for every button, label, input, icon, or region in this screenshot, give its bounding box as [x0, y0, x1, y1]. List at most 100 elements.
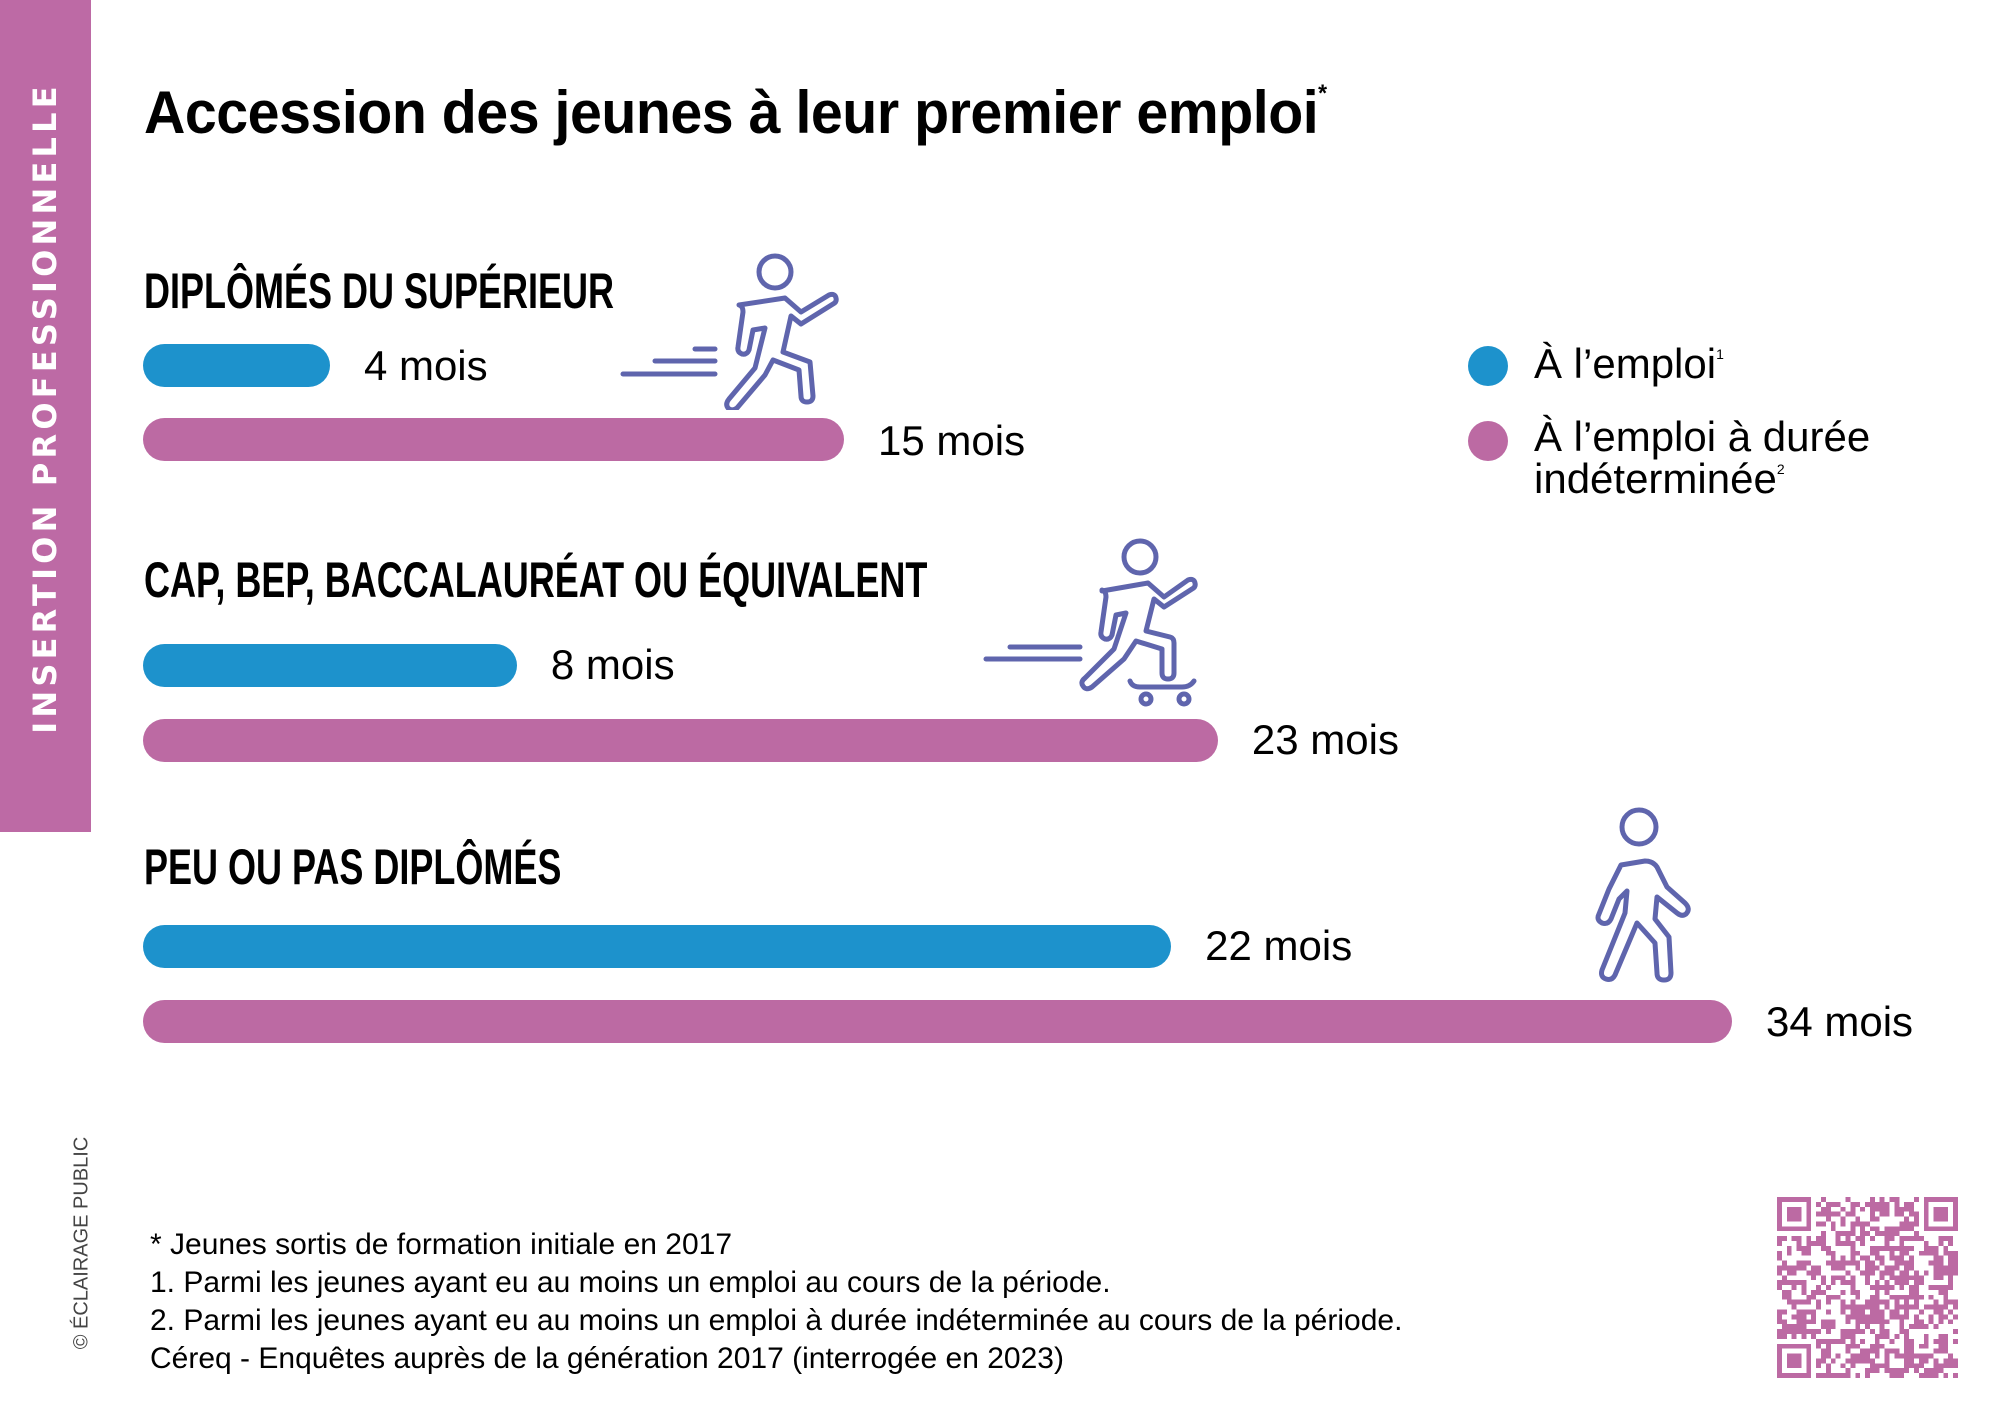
qr-module — [1777, 1280, 1782, 1286]
qr-module — [1904, 1314, 1910, 1320]
qr-module — [1855, 1250, 1861, 1256]
qr-module — [1865, 1275, 1870, 1281]
qr-module — [1777, 1314, 1782, 1320]
qr-module — [1869, 1216, 1875, 1222]
qr-module — [1840, 1329, 1846, 1334]
qr-module — [1865, 1280, 1870, 1286]
qr-module — [1777, 1329, 1782, 1334]
qr-module — [1879, 1201, 1885, 1207]
qr-module — [1821, 1280, 1826, 1286]
qr-module — [1869, 1304, 1875, 1310]
qr-module — [1879, 1275, 1885, 1281]
qr-module — [1879, 1255, 1885, 1261]
qr-module — [1884, 1333, 1890, 1339]
qr-module — [1884, 1358, 1890, 1364]
qr-module — [1874, 1338, 1880, 1344]
qr-module — [1806, 1260, 1812, 1266]
qr-module — [1889, 1285, 1895, 1290]
qr-module — [1865, 1221, 1870, 1227]
qr-module — [1865, 1324, 1870, 1330]
group-heading-superieur: DIPLÔMÉS DU SUPÉRIEUR — [144, 263, 615, 319]
qr-module — [1938, 1285, 1944, 1290]
qr-module — [1869, 1245, 1875, 1251]
qr-module — [1913, 1353, 1919, 1359]
qr-module — [1865, 1304, 1870, 1310]
qr-module — [1874, 1201, 1880, 1207]
qr-module — [1904, 1329, 1910, 1334]
qr-module — [1904, 1368, 1910, 1374]
qr-module — [1830, 1211, 1836, 1217]
qr-module — [1860, 1338, 1866, 1344]
qr-module — [1933, 1363, 1939, 1369]
qr-module — [1845, 1241, 1851, 1246]
qr-module — [1796, 1197, 1802, 1202]
bar-edi-cap-bep-bac — [143, 719, 1218, 762]
qr-module — [1948, 1236, 1954, 1242]
qr-module — [1938, 1236, 1944, 1242]
qr-module — [1825, 1309, 1831, 1315]
qr-module — [1938, 1314, 1944, 1320]
qr-module — [1830, 1201, 1836, 1207]
qr-module — [1840, 1260, 1846, 1266]
qr-module — [1791, 1206, 1797, 1212]
qr-module — [1948, 1226, 1954, 1232]
qr-module — [1904, 1304, 1910, 1310]
qr-module — [1850, 1206, 1856, 1212]
qr-module — [1879, 1329, 1885, 1334]
qr-module — [1899, 1294, 1905, 1300]
qr-module — [1777, 1206, 1782, 1212]
qr-module — [1938, 1348, 1944, 1354]
qr-module — [1879, 1260, 1885, 1266]
qr-module — [1874, 1280, 1880, 1286]
qr-module — [1943, 1265, 1949, 1271]
qr-module — [1869, 1270, 1875, 1276]
qr-module — [1816, 1236, 1822, 1242]
qr-module — [1879, 1270, 1885, 1276]
qr-module — [1781, 1280, 1787, 1286]
qr-module — [1840, 1275, 1846, 1281]
qr-code-image[interactable] — [1777, 1197, 1958, 1378]
qr-module — [1825, 1201, 1831, 1207]
qr-module — [1786, 1280, 1792, 1286]
qr-module — [1786, 1206, 1792, 1212]
qr-module — [1840, 1373, 1846, 1378]
qr-module — [1811, 1319, 1817, 1325]
qr-module — [1899, 1324, 1905, 1330]
qr-module — [1791, 1265, 1797, 1271]
qr-module — [1918, 1275, 1924, 1281]
qr-module — [1840, 1299, 1846, 1305]
qr-module — [1860, 1329, 1866, 1334]
qr-module — [1953, 1373, 1958, 1378]
qr-module — [1860, 1231, 1866, 1237]
qr-module — [1806, 1319, 1812, 1325]
qr-module — [1777, 1270, 1782, 1276]
qr-module — [1869, 1201, 1875, 1207]
qr-module — [1909, 1289, 1914, 1295]
qr-module — [1918, 1236, 1924, 1242]
qr-module — [1899, 1285, 1905, 1290]
qr-module — [1923, 1250, 1929, 1256]
qr-module — [1933, 1265, 1939, 1271]
qr-module — [1943, 1250, 1949, 1256]
qr-module — [1904, 1299, 1910, 1305]
qr-module — [1933, 1309, 1939, 1315]
qr-module — [1801, 1250, 1807, 1256]
qr-module — [1850, 1201, 1856, 1207]
qr-module — [1796, 1226, 1802, 1232]
qr-module — [1786, 1363, 1792, 1369]
qr-module — [1796, 1353, 1802, 1359]
qr-module — [1835, 1211, 1841, 1217]
qr-module — [1801, 1265, 1807, 1271]
qr-module — [1953, 1299, 1958, 1305]
qr-module — [1840, 1280, 1846, 1286]
qr-module — [1889, 1245, 1895, 1251]
qr-module — [1884, 1368, 1890, 1374]
qr-module — [1933, 1275, 1939, 1281]
qr-module — [1884, 1236, 1890, 1242]
qr-module — [1796, 1211, 1802, 1217]
qr-module — [1879, 1231, 1885, 1237]
value-label: 22 mois — [1205, 922, 1353, 969]
qr-module — [1840, 1363, 1846, 1369]
qr-module — [1909, 1221, 1914, 1227]
qr-module — [1816, 1265, 1822, 1271]
